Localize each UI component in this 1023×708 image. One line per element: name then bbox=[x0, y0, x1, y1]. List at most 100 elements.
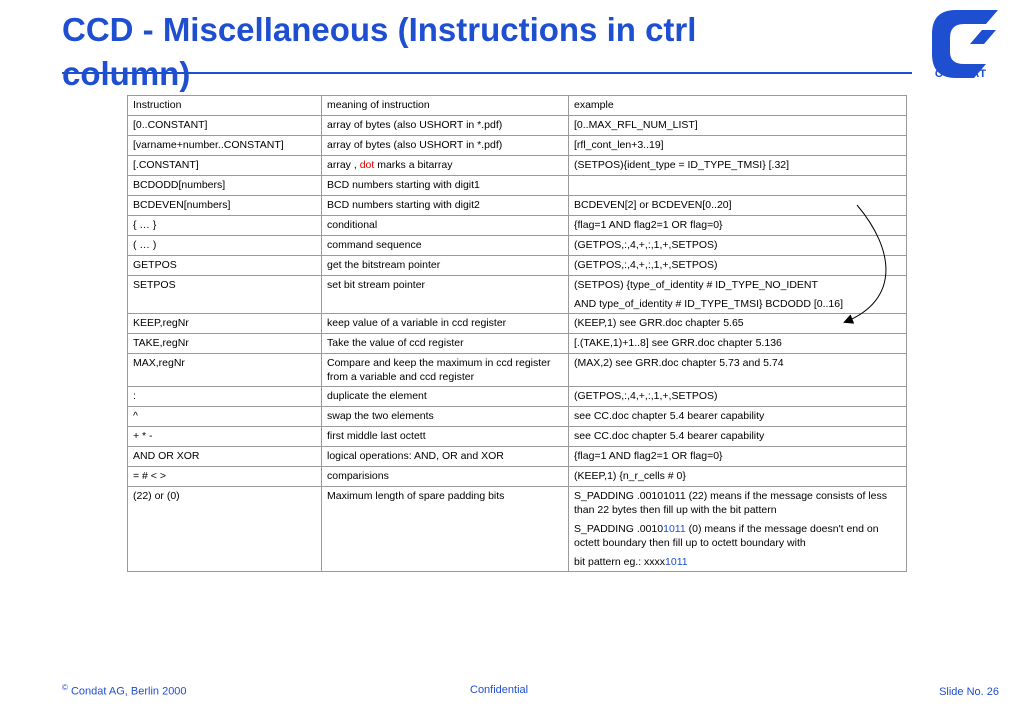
example-line: [0..MAX_RFL_NUM_LIST] bbox=[574, 119, 698, 131]
header-meaning: meaning of instruction bbox=[321, 95, 569, 116]
cell-example: (SETPOS){ident_type = ID_TYPE_TMSI} [.32… bbox=[568, 155, 907, 176]
cell-meaning: command sequence bbox=[321, 235, 569, 256]
table-row: ^ swap the two elements see CC.doc chapter… bbox=[127, 406, 907, 427]
cell-instruction: [0..CONSTANT] bbox=[127, 115, 322, 136]
table-row-padding: (22) or (0) Maximum length of spare padd… bbox=[127, 486, 907, 572]
cell-instruction: [varname+number..CONSTANT] bbox=[127, 135, 322, 156]
cell-meaning: get the bitstream pointer bbox=[321, 255, 569, 276]
cell-instruction: BCDODD[numbers] bbox=[127, 175, 322, 196]
table-row: [0..CONSTANT] array of bytes (also USHORT… bbox=[127, 115, 907, 136]
example-line: (KEEP,1) see GRR.doc chapter 5.65 bbox=[574, 317, 744, 329]
cell-example: {flag=1 AND flag2=1 OR flag=0} bbox=[568, 446, 907, 467]
table-row: { … } conditional {flag=1 AND flag2=1 OR f… bbox=[127, 215, 907, 236]
cell-instruction: KEEP,regNr bbox=[127, 313, 322, 334]
cell-example: (GETPOS,:,4,+,:,1,+,SETPOS) bbox=[568, 386, 907, 407]
cell-instruction: SETPOS bbox=[127, 275, 322, 314]
cell-meaning: first middle last octett bbox=[321, 426, 569, 447]
cell-meaning: Compare and keep the maximum in ccd regi… bbox=[321, 353, 569, 387]
cell-example bbox=[568, 175, 907, 196]
cell-example: {flag=1 AND flag2=1 OR flag=0} bbox=[568, 215, 907, 236]
cell-example: S_PADDING .00101011 (22) means if the me… bbox=[568, 486, 907, 572]
cell-meaning: array of bytes (also USHORT in *.pdf) bbox=[321, 135, 569, 156]
cell-example: BCDEVEN[2] or BCDEVEN[0..20] bbox=[568, 195, 907, 216]
footer-confidential: Confidential bbox=[470, 684, 529, 696]
table-row: = # < > comparisions (KEEP,1) {n_r_cells #… bbox=[127, 466, 907, 487]
table-row: BCDEVEN[numbers] BCD numbers starting wit… bbox=[127, 195, 907, 216]
cell-meaning: swap the two elements bbox=[321, 406, 569, 427]
cell-meaning: Maximum length of spare padding bits bbox=[321, 486, 569, 572]
table-row: AND OR XOR logical operations: AND, OR an… bbox=[127, 446, 907, 467]
table-row: TAKE,regNr Take the value of ccd register… bbox=[127, 333, 907, 354]
example-line: S_PADDING .00101011 (0) means if the mes… bbox=[574, 522, 901, 550]
cell-example: [0..MAX_RFL_NUM_LIST] bbox=[568, 115, 907, 136]
cell-instruction: [.CONSTANT] bbox=[127, 155, 322, 176]
table-row: BCDODD[numbers] BCD numbers starting with… bbox=[127, 175, 907, 196]
cell-meaning: conditional bbox=[321, 215, 569, 236]
cell-instruction: GETPOS bbox=[127, 255, 322, 276]
cell-instruction: + * - bbox=[127, 426, 322, 447]
meaning-text: array , bbox=[327, 159, 360, 171]
cell-example: [rfl_cont_len+3..19] bbox=[568, 135, 907, 156]
example-line: [rfl_cont_len+3..19] bbox=[574, 139, 664, 151]
example-line: (MAX,2) see GRR.doc chapter 5.73 and 5.7… bbox=[574, 357, 784, 369]
table-row: ( … ) command sequence (GETPOS,:,4,+,:,1,+… bbox=[127, 235, 907, 256]
example-line: (GETPOS,:,4,+,:,1,+,SETPOS) bbox=[574, 390, 718, 402]
header-instruction: Instruction bbox=[127, 95, 322, 116]
cell-example: (KEEP,1) see GRR.doc chapter 5.65 bbox=[568, 313, 907, 334]
example-line: AND type_of_identity # ID_TYPE_TMSI} BCD… bbox=[574, 298, 844, 310]
cell-meaning: Take the value of ccd register bbox=[321, 333, 569, 354]
cell-instruction: = # < > bbox=[127, 466, 322, 487]
example-line: (GETPOS,:,4,+,:,1,+,SETPOS) bbox=[574, 239, 718, 251]
cell-meaning: keep value of a variable in ccd register bbox=[321, 313, 569, 334]
example-line: (GETPOS,:,4,+,:,1,+,SETPOS) bbox=[574, 259, 718, 271]
cell-meaning: set bit stream pointer bbox=[321, 275, 569, 314]
table-row: KEEP,regNr keep value of a variable in cc… bbox=[127, 313, 907, 334]
example-line: [.(TAKE,1)+1..8] see GRR.doc chapter 5.1… bbox=[574, 337, 782, 349]
header-example: example bbox=[568, 95, 907, 116]
example-line: (SETPOS) {type_of_identity # ID_TYPE_NO_… bbox=[574, 279, 818, 291]
meaning-highlight: dot bbox=[359, 159, 375, 171]
instructions-table: Instruction meaning of instruction examp… bbox=[127, 95, 907, 572]
cell-example: (GETPOS,:,4,+,:,1,+,SETPOS) bbox=[568, 255, 907, 276]
cell-example: [.(TAKE,1)+1..8] see GRR.doc chapter 5.1… bbox=[568, 333, 907, 354]
copyright-symbol: © bbox=[62, 683, 68, 693]
example-line: BCDEVEN[2] or BCDEVEN[0..20] bbox=[574, 199, 732, 211]
example-line bbox=[574, 178, 901, 192]
example-text: (0) means if the message doesn't end on … bbox=[574, 523, 879, 549]
condat-logo-icon bbox=[932, 10, 998, 78]
example-line: {flag=1 AND flag2=1 OR flag=0} bbox=[574, 450, 723, 462]
cell-instruction: : bbox=[127, 386, 322, 407]
table-row: : duplicate the element (GETPOS,:,4,+,:,1,… bbox=[127, 386, 907, 407]
cell-example: (KEEP,1) {n_r_cells # 0} bbox=[568, 466, 907, 487]
table-row: GETPOS get the bitstream pointer (GETPOS,:… bbox=[127, 255, 907, 276]
title-underline bbox=[62, 72, 912, 74]
footer-company: Condat AG, Berlin 2000 bbox=[70, 686, 187, 698]
cell-instruction: (22) or (0) bbox=[127, 486, 322, 572]
example-line: see CC.doc chapter 5.4 bearer capability bbox=[574, 430, 765, 442]
example-line: bit pattern eg.: xxxx1011 bbox=[574, 555, 901, 569]
cell-meaning: logical operations: AND, OR and XOR bbox=[321, 446, 569, 467]
cell-meaning: BCD numbers starting with digit2 bbox=[321, 195, 569, 216]
example-highlight: 1011 bbox=[663, 523, 686, 535]
cell-example: see CC.doc chapter 5.4 bearer capability bbox=[568, 406, 907, 427]
cell-meaning: array , dot marks a bitarray bbox=[321, 155, 569, 176]
cell-instruction: TAKE,regNr bbox=[127, 333, 322, 354]
cell-meaning: BCD numbers starting with digit1 bbox=[321, 175, 569, 196]
example-line: S_PADDING .00101011 (22) means if the me… bbox=[574, 490, 888, 516]
footer-slide-number: Slide No. 26 bbox=[939, 686, 999, 698]
cell-example: see CC.doc chapter 5.4 bearer capability bbox=[568, 426, 907, 447]
cell-instruction: ( … ) bbox=[127, 235, 322, 256]
cell-instruction: ^ bbox=[127, 406, 322, 427]
example-line: see CC.doc chapter 5.4 bearer capability bbox=[574, 410, 765, 422]
cell-example: (SETPOS) {type_of_identity # ID_TYPE_NO_… bbox=[568, 275, 907, 314]
cell-instruction: { … } bbox=[127, 215, 322, 236]
slide-title: CCD - Miscellaneous (Instructions in ctr… bbox=[62, 11, 697, 92]
example-highlight: 1011 bbox=[665, 556, 688, 568]
table-row: [varname+number..CONSTANT] array of bytes… bbox=[127, 135, 907, 156]
example-text: S_PADDING .0010 bbox=[574, 523, 664, 535]
example-text: bit pattern eg.: xxxx bbox=[574, 556, 666, 568]
cell-example: (MAX,2) see GRR.doc chapter 5.73 and 5.7… bbox=[568, 353, 907, 387]
table-header-row: Instruction meaning of instruction examp… bbox=[127, 95, 907, 116]
table-row: [.CONSTANT] array , dot marks a bitarray(… bbox=[127, 155, 907, 176]
cell-meaning: comparisions bbox=[321, 466, 569, 487]
